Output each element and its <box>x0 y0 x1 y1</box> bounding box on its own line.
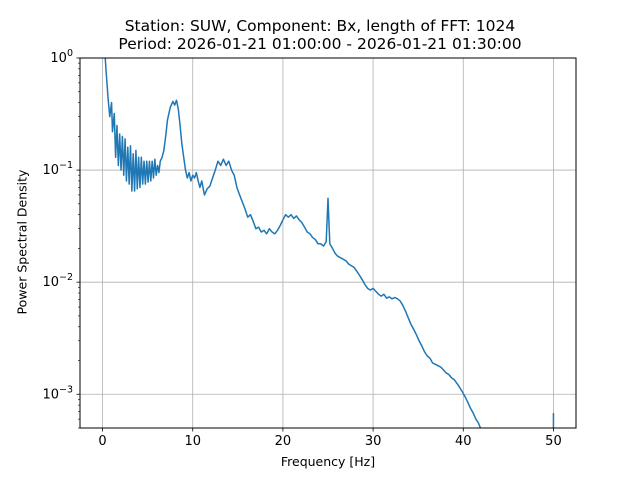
grid-lines <box>80 57 576 428</box>
axis-ticks: 0 10 20 30 40 50 100 10−1 10−2 10−3 <box>42 48 561 449</box>
y-axis-label: Power Spectral Density <box>14 169 30 315</box>
y-tick-label: 10−2 <box>42 272 73 290</box>
x-tick-label: 40 <box>455 434 472 449</box>
x-tick-label: 0 <box>98 434 106 449</box>
x-tick-label: 50 <box>545 434 562 449</box>
x-tick-label: 20 <box>275 434 292 449</box>
y-tick-label: 100 <box>50 48 73 66</box>
x-axis-label: Frequency [Hz] <box>280 454 376 469</box>
y-tick-label: 10−1 <box>42 160 73 178</box>
series-line-0 <box>104 57 482 429</box>
chart-subtitle: Period: 2026-01-21 01:00:00 - 2026-01-21… <box>118 35 522 53</box>
y-tick-label: 10−3 <box>42 384 73 402</box>
x-tick-label: 10 <box>184 434 201 449</box>
series-psd <box>104 57 555 429</box>
plot-area-frame <box>79 57 577 429</box>
chart-title: Station: SUW, Component: Bx, length of F… <box>124 17 516 35</box>
x-tick-label: 30 <box>365 434 382 449</box>
